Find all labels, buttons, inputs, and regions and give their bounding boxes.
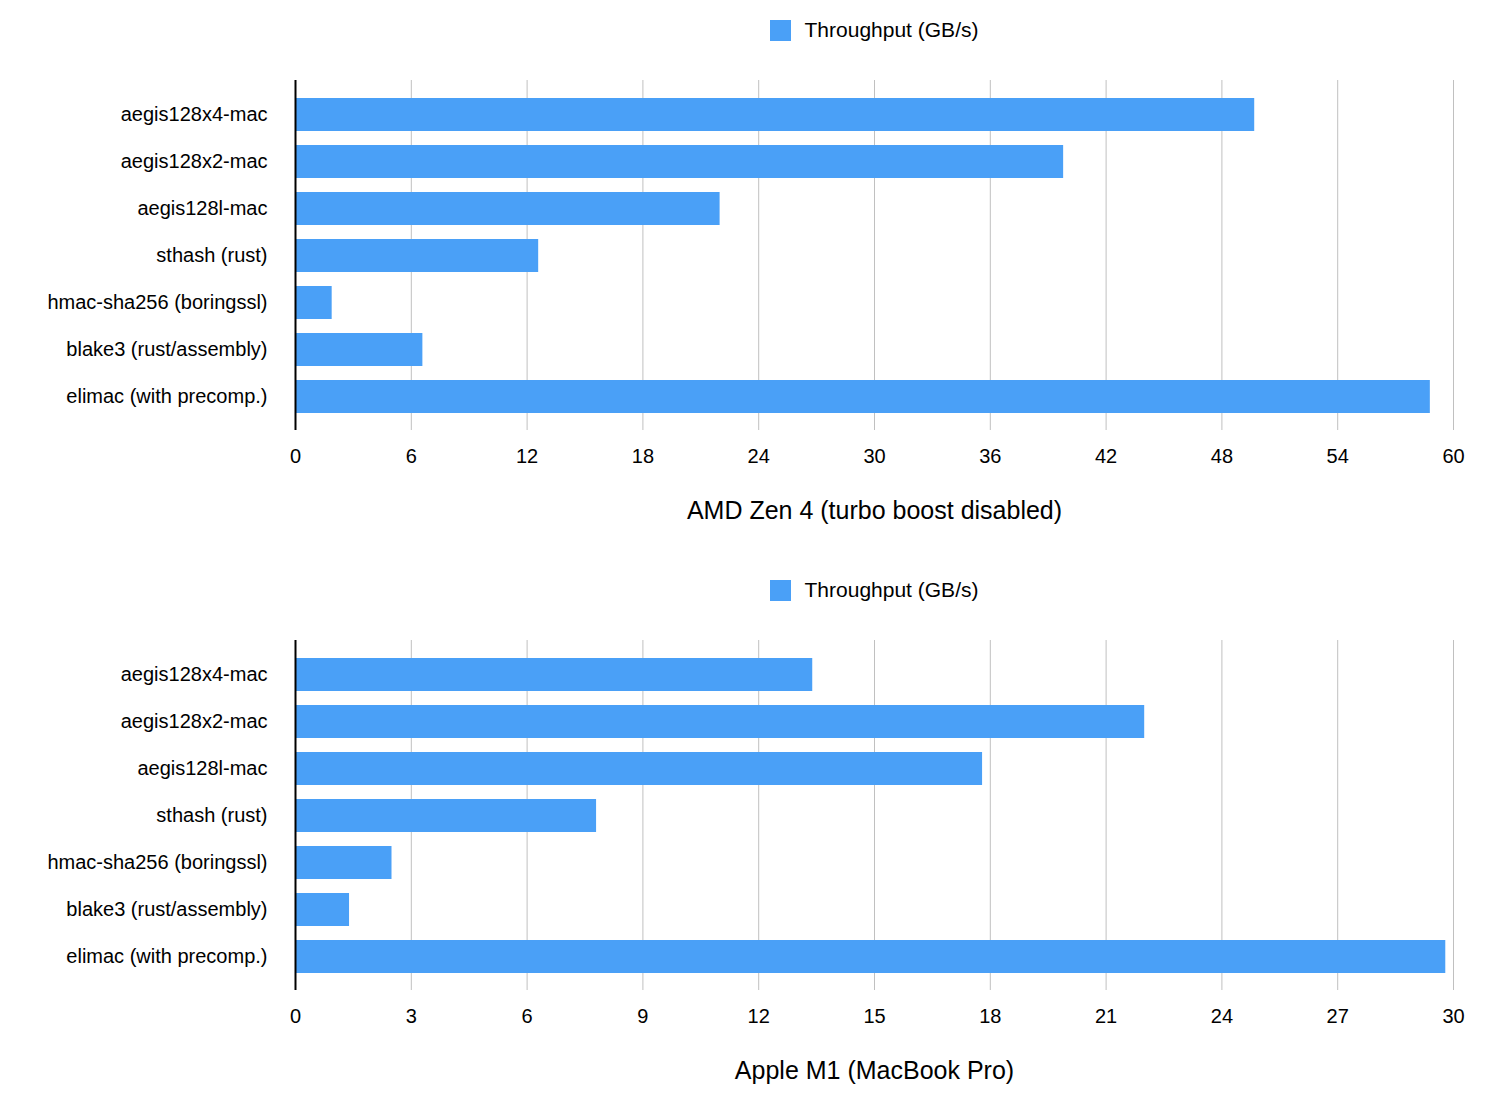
svg-text:18: 18 [979,1005,1001,1027]
html-text:Throughput (GB/s): Throughput (GB/s) [804,578,979,601]
svg-text:aegis128x4-mac: aegis128x4-mac [121,663,268,685]
svg-text:aegis128l-mac: aegis128l-mac [137,757,267,779]
svg-text:elimac (with precomp.): elimac (with precomp.) [66,945,267,967]
svg-text:6: 6 [406,445,417,467]
svg-text:Apple M1 (MacBook Pro): Apple M1 (MacBook Pro) [735,1056,1014,1084]
svg-text:48: 48 [1211,445,1233,467]
svg-text:AMD Zen 4 (turbo boost disable: AMD Zen 4 (turbo boost disabled) [687,496,1062,524]
svg-text:15: 15 [863,1005,885,1027]
svg-text:36: 36 [979,445,1001,467]
svg-text:elimac (with precomp.): elimac (with precomp.) [66,385,267,407]
svg-text:30: 30 [863,445,885,467]
svg-text:blake3 (rust/assembly): blake3 (rust/assembly) [66,898,267,920]
svg-text:6: 6 [522,1005,533,1027]
svg-text:hmac-sha256 (boringssl): hmac-sha256 (boringssl) [47,291,267,313]
svg-text:9: 9 [637,1005,648,1027]
svg-text:42: 42 [1095,445,1117,467]
svg-text:aegis128x2-mac: aegis128x2-mac [121,150,268,172]
svg-text:30: 30 [1442,1005,1464,1027]
svg-text:54: 54 [1327,445,1349,467]
svg-text:12: 12 [516,445,538,467]
svg-text:27: 27 [1327,1005,1349,1027]
svg-text:aegis128x4-mac: aegis128x4-mac [121,103,268,125]
svg-text:3: 3 [406,1005,417,1027]
svg-text:0: 0 [290,1005,301,1027]
svg-text:blake3 (rust/assembly): blake3 (rust/assembly) [66,338,267,360]
svg-text:sthash (rust): sthash (rust) [156,244,267,266]
svg-text:21: 21 [1095,1005,1117,1027]
svg-text:0: 0 [290,445,301,467]
svg-text:aegis128x2-mac: aegis128x2-mac [121,710,268,732]
svg-text:24: 24 [1211,1005,1233,1027]
svg-text:60: 60 [1442,445,1464,467]
svg-text:aegis128l-mac: aegis128l-mac [137,197,267,219]
svg-text:sthash (rust): sthash (rust) [156,804,267,826]
svg-text:18: 18 [632,445,654,467]
html-text:Throughput (GB/s): Throughput (GB/s) [804,18,979,41]
svg-text:12: 12 [748,1005,770,1027]
svg-text:24: 24 [748,445,770,467]
svg-text:hmac-sha256 (boringssl): hmac-sha256 (boringssl) [47,851,267,873]
